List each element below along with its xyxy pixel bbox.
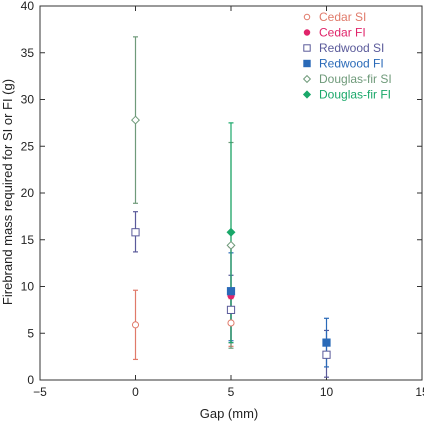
legend-marker [303, 59, 311, 68]
y-tick-label: 30 [21, 93, 35, 107]
legend-marker [303, 29, 311, 36]
y-tick-label: 5 [27, 326, 34, 340]
data-point [322, 338, 331, 347]
x-axis-title: Gap (mm) [200, 406, 259, 421]
x-tick-label: −5 [33, 385, 47, 399]
x-tick-label: 5 [228, 385, 235, 399]
legend-label: Redwood SI [319, 41, 384, 55]
y-tick-label: 0 [27, 373, 34, 387]
data-point [227, 319, 235, 327]
data-point [131, 115, 140, 125]
y-tick-label: 15 [21, 233, 35, 247]
y-tick-label: 10 [21, 280, 35, 294]
legend-marker [302, 74, 312, 84]
y-axis-title: Firebrand mass required for SI or FI (g) [0, 79, 15, 305]
x-tick-label: 0 [132, 385, 139, 399]
legend-marker [302, 90, 312, 99]
data-point [322, 350, 331, 359]
legend-marker [303, 13, 311, 21]
legend-label: Redwood FI [319, 57, 384, 71]
data-point [226, 227, 236, 237]
x-tick-label: 15 [415, 385, 424, 399]
x-tick-label: 10 [320, 385, 334, 399]
data-point [226, 305, 236, 314]
y-tick-label: 25 [21, 139, 35, 153]
legend-label: Douglas-fir SI [319, 72, 392, 86]
y-tick-label: 35 [21, 46, 35, 60]
data-point [131, 228, 140, 237]
data-point [131, 321, 140, 329]
y-tick-label: 20 [21, 186, 35, 200]
legend-label: Cedar SI [319, 10, 366, 24]
legend-label: Cedar FI [319, 26, 366, 40]
legend-label: Douglas-fir FI [319, 88, 391, 102]
data-point [226, 287, 236, 296]
data-point [226, 240, 236, 250]
y-tick-label: 40 [21, 0, 35, 13]
legend-marker [303, 44, 311, 52]
